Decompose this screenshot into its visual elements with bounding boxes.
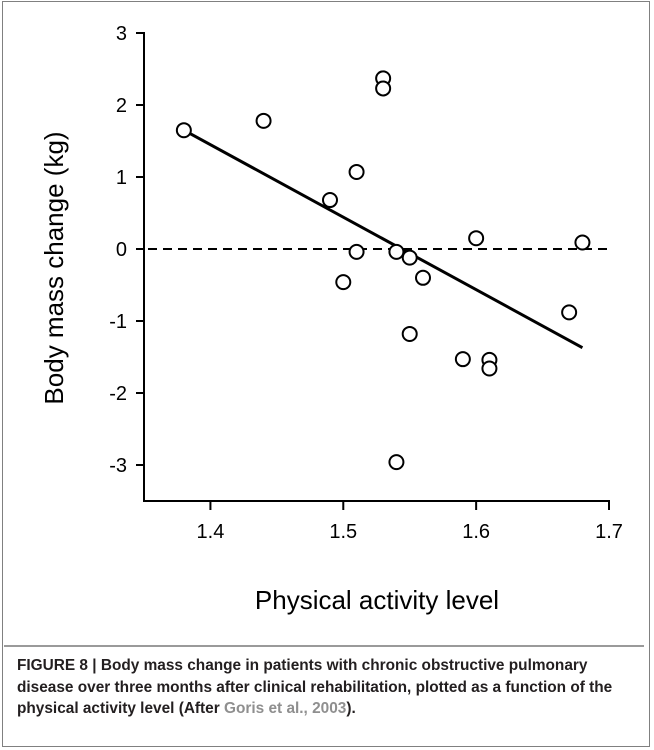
chart-axes [143, 32, 610, 502]
data-point [348, 163, 365, 180]
data-point [468, 230, 485, 247]
caption-separator [4, 645, 644, 647]
y-axis-ticks: 3 2 1 0 -1 -2 -3 [109, 23, 144, 477]
y-tick-label: -1 [109, 311, 127, 333]
x-tick-label: 1.5 [329, 521, 357, 543]
regression-line [183, 128, 584, 349]
data-point [255, 112, 272, 129]
data-points [175, 70, 591, 471]
x-axis-ticks: 1.4 1.5 1.6 1.7 [197, 501, 623, 543]
data-point [481, 360, 498, 377]
data-point [454, 351, 471, 368]
data-point [335, 274, 352, 291]
citation-link[interactable]: Goris et al., 2003 [224, 700, 347, 717]
y-tick-label: -2 [109, 383, 127, 405]
data-point [415, 269, 431, 286]
data-point [388, 454, 405, 471]
y-tick-label: 1 [116, 167, 127, 189]
data-point [401, 249, 418, 266]
data-point [401, 325, 418, 342]
data-point [322, 192, 338, 209]
x-tick-label: 1.6 [462, 521, 490, 543]
x-tick-label: 1.7 [595, 521, 623, 543]
caption-suffix: ). [346, 700, 356, 717]
y-axis-title: Body mass change (kg) [39, 131, 69, 404]
scatter-chart: 3 2 1 0 -1 -2 -3 1.4 1.5 1.6 1.7 Physical activit… [39, 23, 623, 615]
chart-lines [148, 128, 613, 349]
y-tick-label: -3 [109, 455, 127, 477]
y-tick-label: 2 [116, 95, 127, 117]
caption-text: FIGURE 8 | Body mass change in patients … [17, 657, 613, 717]
data-point [561, 304, 578, 321]
data-point [388, 243, 405, 260]
x-tick-label: 1.4 [197, 521, 225, 543]
x-axis-title: Physical activity level [255, 585, 499, 615]
data-point [375, 80, 392, 97]
y-tick-label: 3 [116, 23, 127, 45]
figure-caption: FIGURE 8 | Body mass change in patients … [17, 655, 637, 720]
data-point [348, 243, 365, 260]
data-point [175, 122, 192, 139]
data-point [574, 234, 591, 251]
y-tick-label: 0 [116, 239, 127, 261]
